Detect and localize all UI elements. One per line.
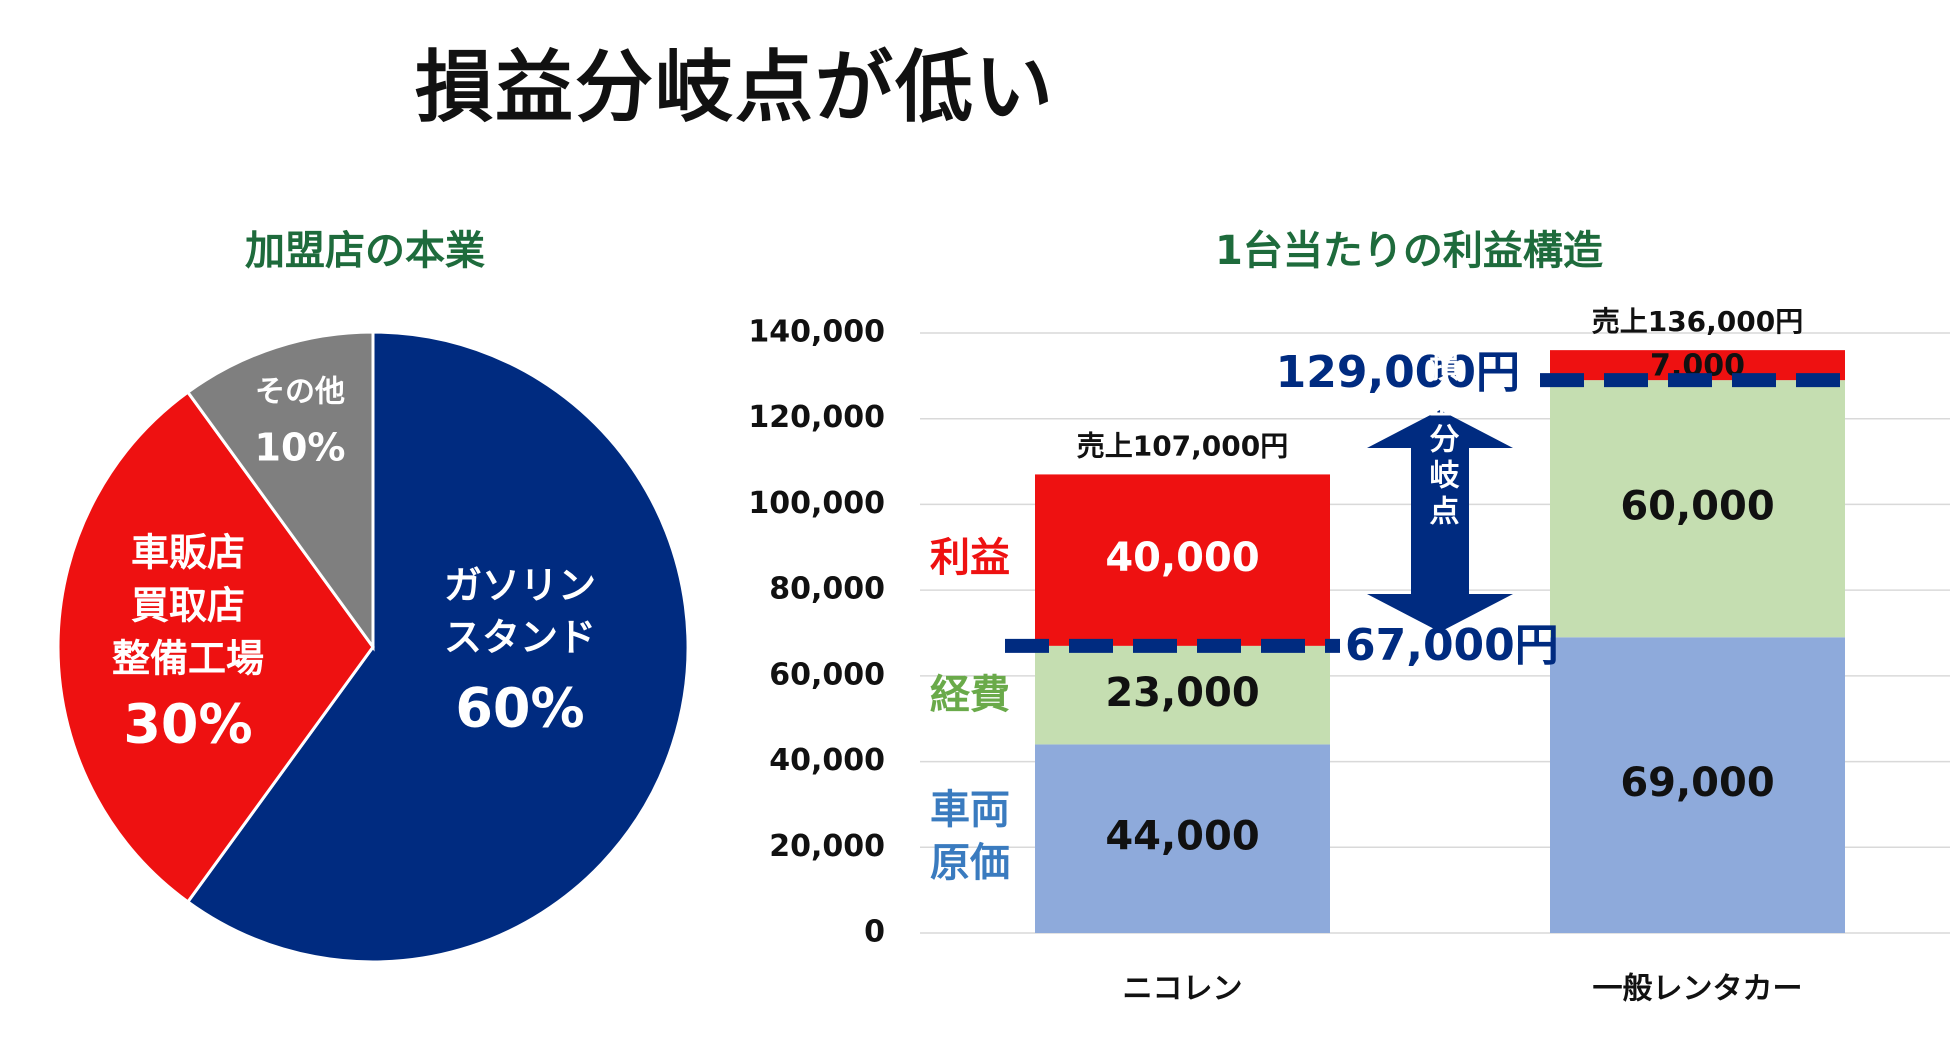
- pie-slice-label: 買取店: [131, 584, 245, 628]
- breakeven-arrow: [1367, 410, 1513, 632]
- series-label: 車両: [930, 787, 1010, 833]
- breakeven-label: 67,000円: [1345, 620, 1559, 671]
- bar-value-label: 44,000: [1105, 814, 1259, 860]
- y-tick-label: 100,000: [748, 486, 885, 521]
- series-label: 利益: [930, 535, 1010, 581]
- pie-slice-percent: 30%: [123, 693, 252, 756]
- y-tick-label: 20,000: [769, 829, 885, 864]
- bar-value-label: 60,000: [1620, 484, 1774, 530]
- pie-slice-label: その他: [255, 375, 345, 410]
- bar-segment: [1035, 474, 1330, 646]
- series-label: 原価: [930, 840, 1010, 886]
- pie-slice-label: ガソリン: [444, 564, 596, 608]
- bar-value-label: 69,000: [1620, 760, 1774, 806]
- breakeven-arrow-label: 損益分岐点: [1424, 351, 1460, 531]
- pie-slice-label: スタンド: [444, 616, 596, 660]
- breakeven-label: 129,000円: [1276, 347, 1520, 398]
- x-category-label: ニコレン: [1123, 972, 1243, 1007]
- y-tick-label: 60,000: [769, 657, 885, 692]
- y-tick-label: 0: [864, 915, 885, 950]
- bar-total-label: 売上107,000円: [1077, 429, 1289, 462]
- series-label: 経費: [930, 672, 1010, 718]
- bar-segment: [1550, 380, 1845, 638]
- y-tick-label: 80,000: [769, 572, 885, 607]
- pie-chart-title: 加盟店の本業: [245, 228, 485, 274]
- bar-segment: [1550, 637, 1845, 933]
- pie-slice-label: 車販店: [131, 531, 245, 575]
- x-category-label: 一般レンタカー: [1593, 972, 1803, 1007]
- y-tick-label: 120,000: [748, 400, 885, 435]
- pie-slice-percent: 60%: [455, 677, 584, 740]
- bar-segment: [1035, 645, 1330, 745]
- pie-slice-label: 整備工場: [112, 637, 264, 681]
- bar-chart-title: 1台当たりの利益構造: [1215, 228, 1603, 274]
- bar-value-label: 40,000: [1105, 535, 1259, 581]
- bar-value-label: 23,000: [1105, 670, 1259, 716]
- pie-slice: [185, 330, 375, 652]
- y-tick-label: 40,000: [769, 743, 885, 778]
- pie-slice-percent: 10%: [255, 426, 346, 470]
- bar-segment: [1035, 744, 1330, 933]
- pie-slice: [56, 390, 375, 904]
- y-tick-label: 140,000: [748, 315, 885, 350]
- page-title: 損益分岐点が低い: [415, 43, 1056, 133]
- pie-slice: [185, 330, 690, 964]
- bar-total-label: 売上136,000円: [1592, 305, 1804, 338]
